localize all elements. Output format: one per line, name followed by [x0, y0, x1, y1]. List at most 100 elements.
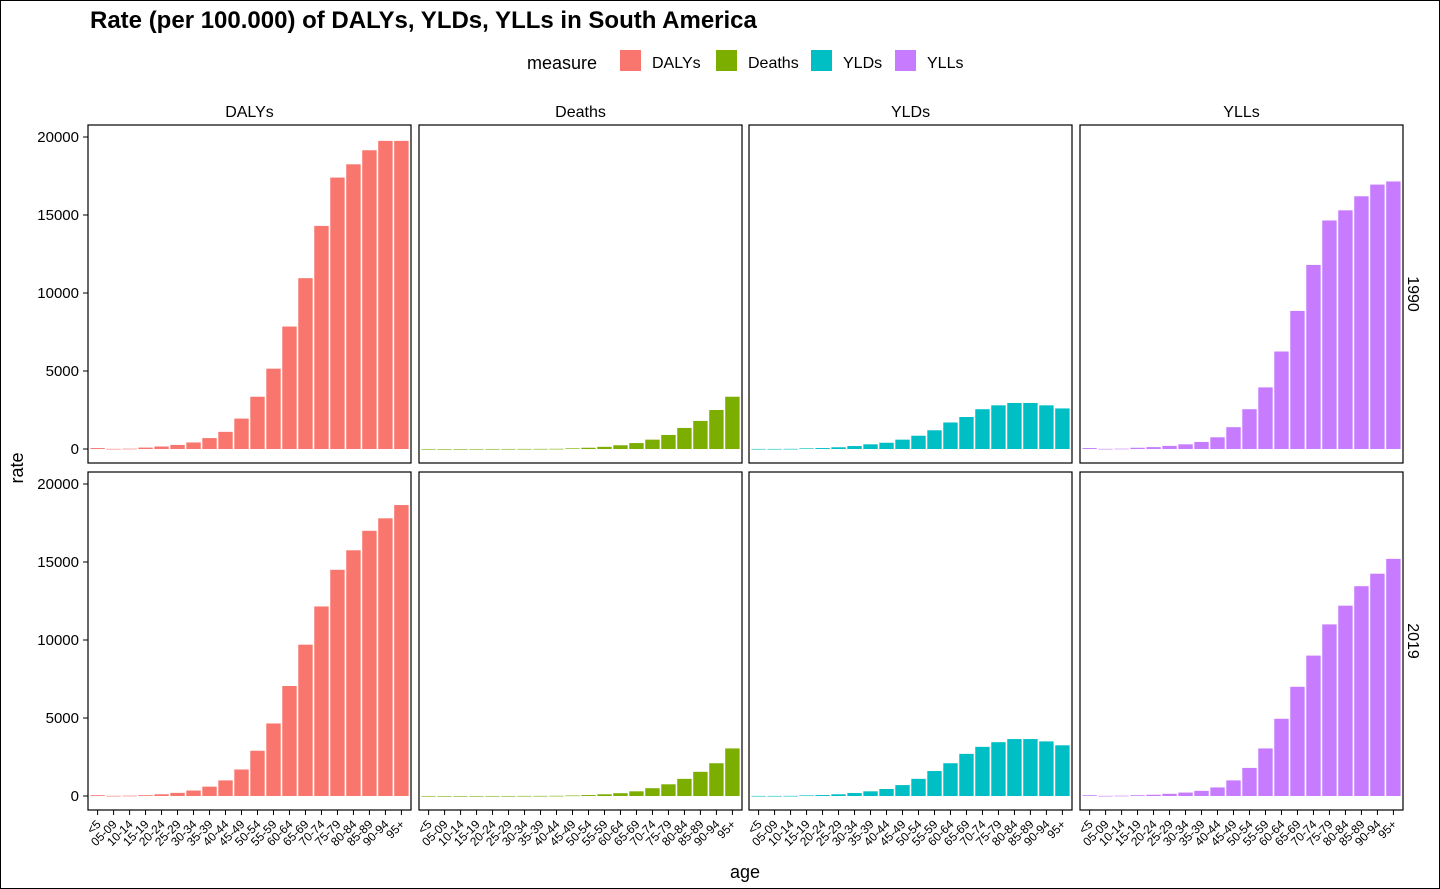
bar-50-54 — [250, 396, 265, 449]
panel-dalys-1990: 0 5000 10000 15000 20000 — [37, 124, 412, 464]
bar-<5 — [421, 448, 436, 450]
legend-label: YLLs — [927, 55, 963, 72]
bar-35-39 — [202, 786, 217, 796]
bar-75-79 — [1322, 220, 1337, 449]
bar-10-14 — [122, 448, 137, 450]
bar-60-64 — [943, 422, 958, 449]
bar-20-24 — [485, 448, 500, 450]
y-tick-label: 5000 — [46, 363, 79, 380]
bar-50-54 — [1242, 767, 1257, 796]
legend-label: YLDs — [843, 55, 882, 72]
bar-60-64 — [1274, 351, 1289, 449]
panel-border — [418, 471, 743, 811]
bar-50-54 — [1242, 409, 1257, 449]
bar-75-79 — [661, 434, 676, 449]
bar-60-64 — [943, 763, 958, 796]
bar-30-34 — [517, 795, 532, 797]
bar-40-44 — [1210, 787, 1225, 796]
bar-30-34 — [847, 446, 862, 449]
panel-border — [1079, 124, 1404, 464]
bar-85-89 — [1354, 196, 1369, 449]
bar-85-89 — [1354, 586, 1369, 796]
bar-90-94 — [709, 763, 724, 796]
bar-80-84 — [1007, 739, 1022, 796]
bar-80-84 — [1338, 210, 1353, 449]
bar-90-94 — [1039, 741, 1054, 796]
bar-35-39 — [863, 791, 878, 796]
bar-40-44 — [549, 795, 564, 797]
bar-70-74 — [314, 606, 329, 796]
bar-20-24 — [485, 795, 500, 797]
bar-65-69 — [1290, 686, 1305, 796]
bar-50-54 — [581, 447, 596, 449]
bar-05-09 — [437, 449, 452, 450]
facet-strip-1990: 1990 — [1404, 276, 1421, 312]
bar-40-44 — [1210, 437, 1225, 449]
legend: measure DALYs Deaths YLDs YLLs — [527, 50, 963, 73]
legend-title: measure — [527, 53, 597, 73]
bar-15-19 — [799, 795, 814, 796]
bar-30-34 — [186, 790, 201, 796]
legend-item-ylls: YLLs — [895, 50, 963, 72]
bar-65-69 — [959, 753, 974, 796]
bar-65-69 — [959, 417, 974, 449]
bar-45-49 — [895, 439, 910, 449]
bar-45-49 — [565, 795, 580, 797]
bar-<5 — [1082, 795, 1097, 796]
bar-50-54 — [911, 435, 926, 449]
bar-20-24 — [815, 448, 830, 449]
bar-75-79 — [991, 742, 1006, 796]
bar-80-84 — [346, 550, 361, 796]
bar-70-74 — [975, 746, 990, 796]
bar-20-24 — [154, 446, 169, 449]
legend-label: Deaths — [748, 55, 799, 72]
bar-45-49 — [234, 769, 249, 796]
legend-swatch — [716, 50, 737, 71]
bar-<5 — [90, 795, 105, 796]
legend-item-dalys: DALYs — [620, 50, 701, 72]
y-tick-label: 20000 — [37, 129, 79, 146]
bar-40-44 — [879, 442, 894, 449]
bar-<5 — [751, 448, 766, 450]
bar-30-34 — [847, 793, 862, 796]
bar-35-39 — [863, 444, 878, 449]
bar-35-39 — [1194, 790, 1209, 796]
bar-70-74 — [1306, 264, 1321, 449]
x-axis-label: age — [730, 862, 760, 882]
bar-65-69 — [298, 278, 313, 449]
bar-60-64 — [1274, 718, 1289, 796]
panel-dalys-2019: 05000100001500020000<505-0910-1415-1920-… — [37, 471, 412, 849]
bar-95+ — [1055, 408, 1070, 449]
bar-75-79 — [330, 177, 345, 449]
bar-65-69 — [629, 791, 644, 796]
panel-border — [87, 124, 412, 464]
y-tick-label: 20000 — [37, 476, 79, 493]
bar-95+ — [1386, 558, 1401, 796]
bar-20-24 — [1146, 794, 1161, 796]
facet-strip-deaths: Deaths — [555, 104, 606, 121]
bar-90-94 — [378, 518, 393, 796]
bar-30-34 — [186, 442, 201, 449]
bar-55-59 — [266, 723, 281, 796]
bar-15-19 — [1130, 447, 1145, 449]
panel-border — [1079, 471, 1404, 811]
bar-65-69 — [298, 644, 313, 796]
bar-40-44 — [549, 448, 564, 450]
bar-90-94 — [1370, 184, 1385, 449]
bar-15-19 — [469, 795, 484, 797]
bar-55-59 — [927, 430, 942, 449]
bar-40-44 — [218, 780, 233, 796]
bar-55-59 — [927, 771, 942, 796]
y-tick-label: 15000 — [37, 207, 79, 224]
bar-45-49 — [234, 418, 249, 449]
bar-<5 — [1082, 448, 1097, 449]
bar-<5 — [751, 795, 766, 797]
bar-90-94 — [1039, 405, 1054, 449]
bar-75-79 — [991, 405, 1006, 449]
bar-85-89 — [362, 530, 377, 796]
bar-80-84 — [1338, 605, 1353, 796]
bar-70-74 — [975, 409, 990, 449]
legend-item-ylds: YLDs — [811, 50, 882, 72]
panel-border — [87, 471, 412, 811]
bar-85-89 — [693, 771, 708, 796]
